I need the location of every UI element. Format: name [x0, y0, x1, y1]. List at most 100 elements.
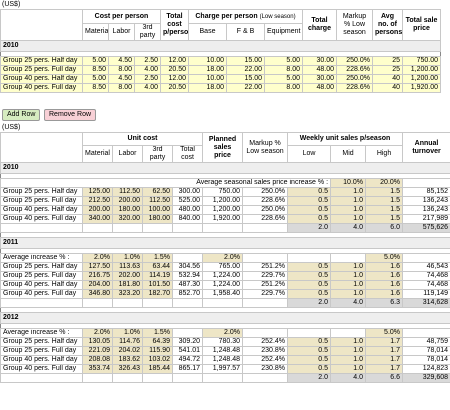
cell: 48,759	[402, 337, 450, 347]
cell: 0.5	[287, 205, 332, 215]
total-cell	[171, 298, 204, 308]
cell: 840.00	[171, 214, 204, 224]
add-row-button[interactable]: Add Row	[2, 109, 41, 121]
section-label: 2010	[0, 162, 450, 174]
data-row: Group 40 pers. Full day 340.00 320.00 180.0…	[0, 214, 450, 224]
header-note: (Low season)	[259, 13, 296, 20]
section-row: 2011	[0, 237, 450, 249]
cell: 200.00	[112, 196, 143, 206]
cell: 25	[372, 56, 403, 66]
cell: 115.90	[142, 346, 173, 356]
remove-row-button[interactable]: Remove Row	[44, 109, 97, 121]
section-label: 2012	[0, 312, 450, 324]
row-label: Group 25 pers. Half day	[0, 337, 83, 347]
cell: 250.0%	[336, 74, 373, 84]
cell: 0.5	[287, 280, 332, 290]
header-cell: Labor	[112, 145, 143, 163]
row-label: Group 25 pers. Half day	[0, 262, 83, 272]
cell: 15.00	[226, 74, 265, 84]
cell: 320.00	[112, 214, 143, 224]
cell: 0.5	[287, 346, 332, 356]
header-cell: Material	[82, 145, 113, 163]
cell: 10.00	[188, 56, 227, 66]
data-row: Group 25 pers. Half day 125.00 112.50 62.50…	[0, 187, 450, 197]
cell: 228.6%	[242, 214, 289, 224]
total-cell	[202, 298, 244, 308]
cell: 200.00	[82, 205, 113, 215]
data-row: Group 40 pers. Full day 346.80 323.20 182.7…	[0, 289, 450, 299]
cell: 4.00	[134, 65, 161, 75]
increase-cell	[330, 253, 367, 263]
section-label: 2011	[0, 237, 450, 249]
cell: 62.50	[142, 187, 173, 197]
cell: 252.4%	[242, 355, 289, 365]
cell: 22.00	[226, 83, 265, 93]
totals-label	[0, 298, 83, 308]
cell: 8.50	[82, 65, 109, 75]
cell: 1,920.00	[202, 214, 244, 224]
header-cell: Equipment	[264, 23, 303, 41]
cell: 865.17	[171, 364, 204, 374]
cell: 5.00	[82, 56, 109, 66]
cell: 4.50	[108, 56, 135, 66]
cell: 309.20	[171, 337, 204, 347]
cell: 0.5	[287, 271, 332, 281]
totals-row: 2.0 4.0 6.6 329,608	[0, 373, 450, 383]
cell: 30.00	[302, 56, 337, 66]
increase-cell	[402, 178, 450, 188]
cell: 12.00	[160, 74, 189, 84]
cell: 217,989	[402, 214, 450, 224]
cell: 221.09	[82, 346, 113, 356]
cell: 212.50	[82, 196, 113, 206]
cell: 103.02	[142, 355, 173, 365]
header-cell: Annual turnover	[402, 132, 450, 163]
data-row: Group 25 pers. Full day 221.09 204.02 115.9…	[0, 346, 450, 356]
increase-cell	[330, 328, 367, 338]
data-row: Group 40 pers. Half day 208.08 183.62 103.0…	[0, 355, 450, 365]
price-table: Cost per person Total cost p/person Char…	[0, 9, 441, 93]
data-row: Group 25 pers. Full day 8.50 8.00 4.00 20.50…	[0, 65, 441, 75]
increase-cell	[171, 328, 204, 338]
cell: 228.6%	[242, 196, 289, 206]
data-row: Group 40 pers. Half day 5.00 4.50 2.50 12.00…	[0, 74, 441, 84]
data-row: Group 40 pers. Full day 8.50 8.00 4.00 20.50…	[0, 83, 441, 93]
cell: 251.2%	[242, 262, 289, 272]
cell: 326.43	[112, 364, 143, 374]
header-cell	[0, 9, 83, 41]
cell: 1.5	[365, 205, 404, 215]
row-label: Group 40 pers. Half day	[0, 280, 83, 290]
header-cell: High	[365, 145, 404, 163]
cell: 185.44	[142, 364, 173, 374]
cell: 1.0	[330, 187, 367, 197]
cell: 74,468	[402, 271, 450, 281]
cell: 15.00	[226, 56, 265, 66]
cell: 4.50	[108, 74, 135, 84]
section-row: 2012	[0, 312, 450, 324]
cell: 1.7	[365, 355, 404, 365]
cell: 48.00	[302, 65, 337, 75]
data-row: Group 25 pers. Half day 5.00 4.50 2.50 12.00…	[0, 56, 441, 66]
cell: 1,200.00	[202, 196, 244, 206]
cell: 1.0	[330, 280, 367, 290]
cell: 30.00	[302, 74, 337, 84]
totals-row: 2.0 4.0 6.3 314,628	[0, 298, 450, 308]
cell: 130.05	[82, 337, 113, 347]
cell: 4.00	[134, 83, 161, 93]
cell: 1.5	[365, 187, 404, 197]
header-cell: Labor	[108, 23, 135, 41]
cell: 1.0	[330, 346, 367, 356]
cell: 1.0	[330, 364, 367, 374]
cell: 1,248.48	[202, 346, 244, 356]
cell: 40	[372, 74, 403, 84]
totals-row: 2.0 4.0 6.0 575,626	[0, 223, 450, 233]
header-cell: Charge per person (Low season)	[188, 9, 303, 24]
total-cell: 6.6	[365, 373, 404, 383]
cell: 182.70	[142, 289, 173, 299]
increase-cell: 2.0%	[82, 253, 113, 263]
cell: 78,014	[402, 346, 450, 356]
row-label: Group 40 pers. Half day	[0, 74, 83, 84]
cell: 2.50	[134, 74, 161, 84]
cell: 1,224.00	[202, 280, 244, 290]
cell: 1.5	[365, 196, 404, 206]
total-cell: 575,626	[402, 223, 450, 233]
